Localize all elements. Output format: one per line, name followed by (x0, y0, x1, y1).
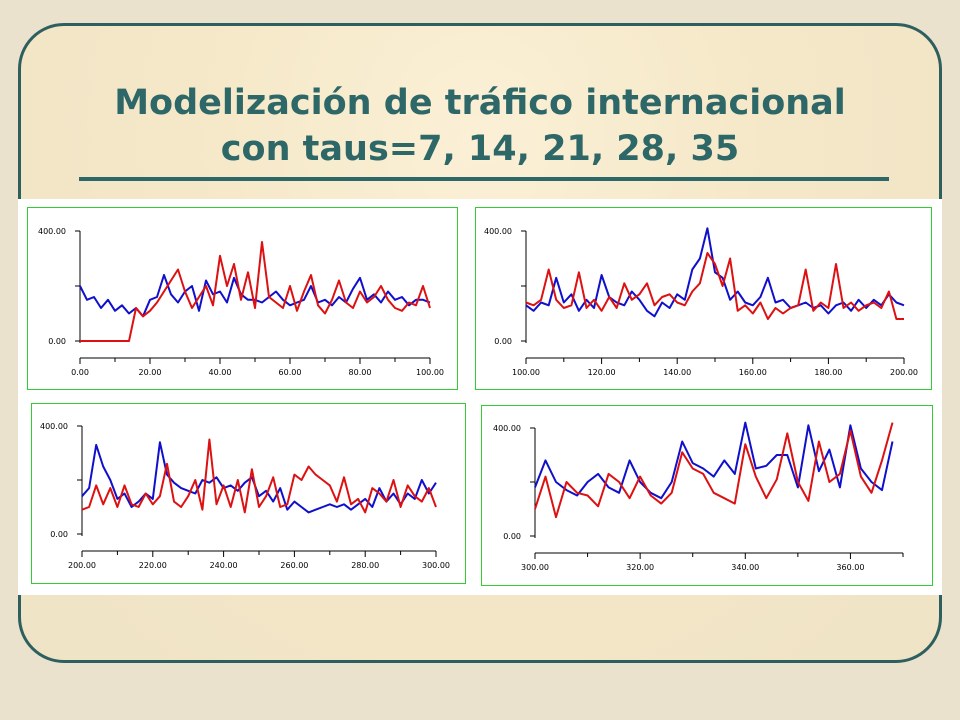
x-tick-label: 100.00 (416, 368, 444, 377)
y-tick-label: 400.00 (493, 424, 521, 433)
x-tick-label: 40.00 (209, 368, 232, 377)
chart-panel-4: 400.00 0.00 300.00 320.00 340.00 360.00 (481, 405, 933, 586)
x-tick-label: 360.00 (836, 563, 864, 572)
x-tick-label: 220.00 (139, 561, 167, 570)
series-line-blue (81, 441, 437, 514)
y-tick-label: 400.00 (40, 422, 68, 431)
x-tick-label: 120.00 (588, 368, 616, 377)
x-tick-label: 320.00 (626, 563, 654, 572)
title-underline (79, 177, 889, 181)
y-tick-label: 0.00 (50, 530, 68, 539)
x-tick-label: 200.00 (68, 561, 96, 570)
x-tick-label: 100.00 (512, 368, 540, 377)
x-tick-label: 300.00 (422, 561, 450, 570)
chart-panel-3: 400.00 0.00 200.00 220.00 240.00 260.00 280.00… (31, 403, 466, 584)
x-tick-label: 340.00 (731, 563, 759, 572)
y-tick-label: 0.00 (48, 337, 66, 346)
x-tick-label: 180.00 (814, 368, 842, 377)
series-line-red (534, 422, 894, 519)
x-tick-label: 300.00 (521, 563, 549, 572)
x-tick-label: 140.00 (663, 368, 691, 377)
chart-svg-2: 400.00 0.00 100.00 120.00 140.00 160.00 180.00… (484, 227, 918, 377)
x-tick-label: 160.00 (739, 368, 767, 377)
chart-svg-1: 400.00 0.00 0.00 20.00 40.00 60.00 80.00 100.00 (38, 227, 444, 377)
y-tick-label: 400.00 (38, 227, 66, 236)
x-tick-label: 60.00 (279, 368, 302, 377)
slide-title: Modelización de tráfico internacional co… (60, 80, 900, 172)
chart-panel-1: 400.00 0.00 0.00 20.00 40.00 60.00 80.00 100.00 (27, 207, 458, 390)
x-tick-label: 20.00 (139, 368, 162, 377)
series-line-red (525, 252, 904, 320)
chart-svg-4: 400.00 0.00 300.00 320.00 340.00 360.00 (493, 421, 904, 572)
x-tick-label: 0.00 (71, 368, 89, 377)
x-tick-label: 260.00 (280, 561, 308, 570)
x-tick-label: 200.00 (890, 368, 918, 377)
series-line-blue (79, 274, 431, 318)
series-line-red (81, 438, 437, 514)
x-tick-label: 80.00 (349, 368, 372, 377)
series-line-blue (525, 227, 905, 318)
series-line-blue (534, 421, 894, 500)
y-tick-label: 0.00 (503, 532, 521, 541)
title-line-2: con taus=7, 14, 21, 28, 35 (220, 129, 740, 169)
y-tick-label: 400.00 (484, 227, 512, 236)
series-line-red (80, 241, 431, 342)
chart-panel-2: 400.00 0.00 100.00 120.00 140.00 160.00 180.00… (475, 207, 932, 390)
title-line-1: Modelización de tráfico internacional (114, 83, 846, 123)
chart-svg-3: 400.00 0.00 200.00 220.00 240.00 260.00 280.00… (40, 422, 450, 570)
x-tick-label: 240.00 (210, 561, 238, 570)
x-tick-label: 280.00 (351, 561, 379, 570)
y-tick-label: 0.00 (494, 337, 512, 346)
